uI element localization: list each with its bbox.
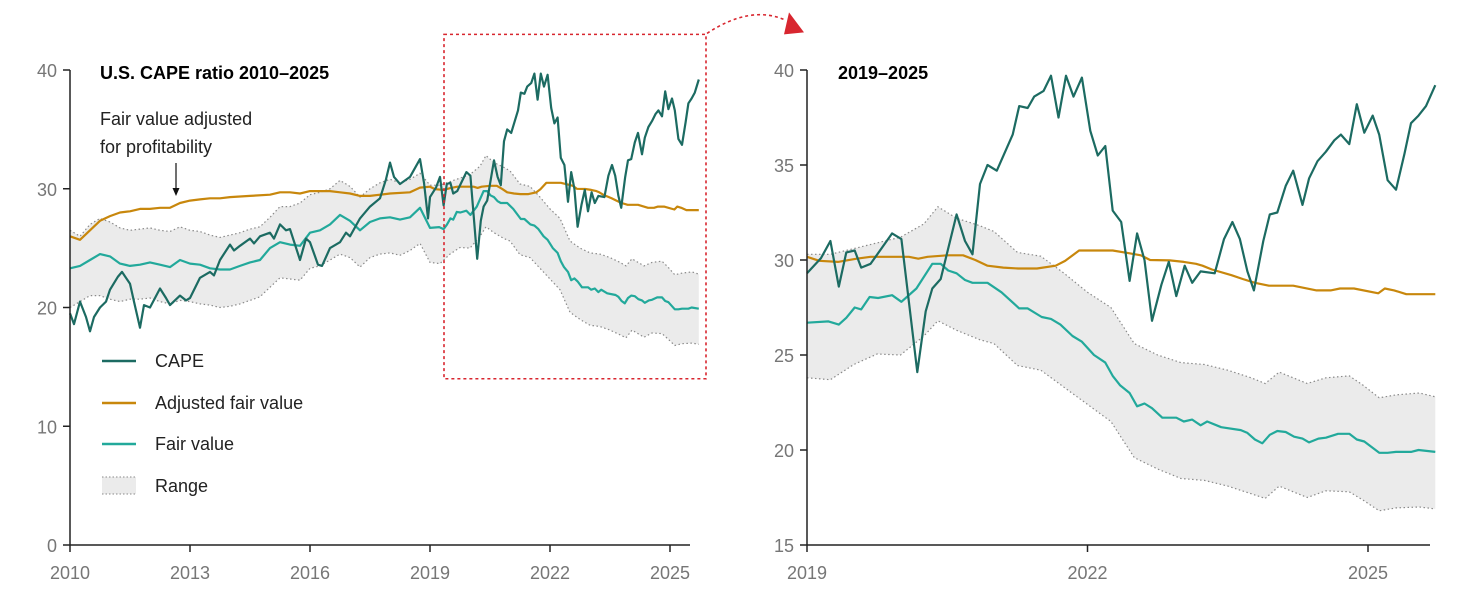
y-tick-label: 0 [47, 536, 57, 556]
legend: CAPE Adjusted fair value Fair value Rang… [102, 351, 303, 496]
x-tick-label: 2013 [170, 563, 210, 583]
annotation-line-1: Fair value adjusted [100, 109, 252, 129]
x-tick-label: 2022 [1067, 563, 1107, 583]
x-tick-label: 2025 [1348, 563, 1388, 583]
legend-label-fair-value: Fair value [155, 434, 234, 454]
y-tick-label: 35 [774, 156, 794, 176]
adjusted-fair-value-line [69, 181, 699, 241]
y-tick-label: 40 [774, 61, 794, 81]
y-tick-label: 15 [774, 536, 794, 556]
range-upper-edge [807, 206, 1436, 399]
y-tick-label: 25 [774, 346, 794, 366]
fair-value-line [69, 190, 699, 311]
legend-label-range: Range [155, 476, 208, 496]
x-tick-label: 2025 [650, 563, 690, 583]
range-band [807, 206, 1436, 511]
annotation-arrowhead-icon [172, 188, 180, 196]
annotation-line-2: for profitability [100, 137, 212, 157]
adjusted-fair-value-line [806, 249, 1436, 296]
range-band [70, 155, 699, 346]
x-tick-label: 2019 [410, 563, 450, 583]
highlight-box-2019-2025 [443, 33, 707, 380]
y-tick-label: 30 [37, 180, 57, 200]
x-tick-label: 2022 [530, 563, 570, 583]
legend-swatch-range [102, 477, 136, 494]
y-tick-label: 30 [774, 251, 794, 271]
fair-value-line [806, 262, 1436, 454]
cape-line [806, 74, 1437, 374]
cape-line [68, 72, 700, 333]
y-tick-label: 20 [37, 299, 57, 319]
zoom-link-arrowhead-icon [784, 12, 804, 35]
y-tick-label: 10 [37, 417, 57, 437]
left-chart-title: U.S. CAPE ratio 2010–2025 [100, 63, 329, 83]
x-tick-label: 2010 [50, 563, 90, 583]
y-tick-label: 40 [37, 61, 57, 81]
x-tick-label: 2019 [787, 563, 827, 583]
y-tick-label: 20 [774, 441, 794, 461]
legend-label-adjusted-fair-value: Adjusted fair value [155, 393, 303, 413]
x-tick-label: 2016 [290, 563, 330, 583]
zoom-link-arrow [706, 13, 787, 35]
range-lower-edge [69, 225, 699, 347]
legend-label-cape: CAPE [155, 351, 204, 371]
right-chart-title: 2019–2025 [838, 63, 928, 83]
